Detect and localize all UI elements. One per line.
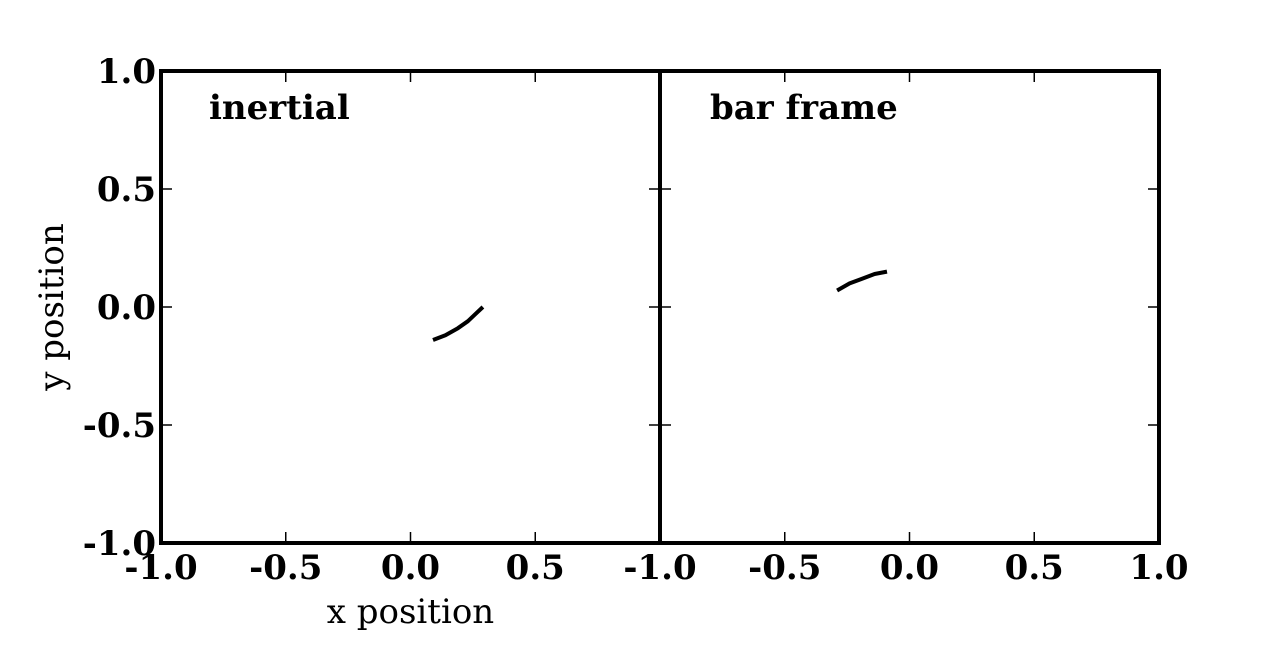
trajectory-line (432, 305, 485, 342)
y-axis-label: y position (32, 223, 72, 391)
x-tick-label: -1.0 (124, 548, 197, 588)
ticks-inertial: -1.0 -0.5 0.0 0.5 -1.0 -0.5 0.0 0.5 1.0 (83, 52, 660, 588)
y-tick-label: 0.5 (97, 170, 156, 210)
x-tick-label: 0.5 (1005, 548, 1064, 588)
series-bar-frame (836, 269, 888, 293)
ticks-bar-frame: -1.0 -0.5 0.0 0.5 1.0 (623, 70, 1189, 588)
x-tick-label: 1.0 (1129, 548, 1188, 588)
x-tick-label: -0.5 (249, 548, 322, 588)
x-tick-label: 0.0 (880, 548, 939, 588)
x-tick-label: -1.0 (623, 548, 696, 588)
x-tick-label: -0.5 (748, 548, 821, 588)
x-tick-label: 0.0 (381, 548, 440, 588)
y-tick-label: -1.0 (83, 524, 156, 564)
x-axis-label: x position (327, 592, 494, 632)
y-tick-label: -0.5 (83, 406, 156, 446)
y-tick-label: 1.0 (97, 52, 156, 92)
panel-title-inertial: inertial (209, 88, 350, 128)
trajectory-line (836, 269, 888, 293)
panel-title-bar-frame: bar frame (710, 88, 898, 128)
series-inertial (432, 305, 485, 342)
panel-inertial: -1.0 -0.5 0.0 0.5 -1.0 -0.5 0.0 0.5 1.0 inertial… (32, 52, 662, 632)
y-tick-label: 0.0 (97, 288, 156, 328)
panel-bar-frame: -1.0 -0.5 0.0 0.5 1.0 bar frame (623, 69, 1189, 588)
x-tick-label: 0.5 (506, 548, 565, 588)
